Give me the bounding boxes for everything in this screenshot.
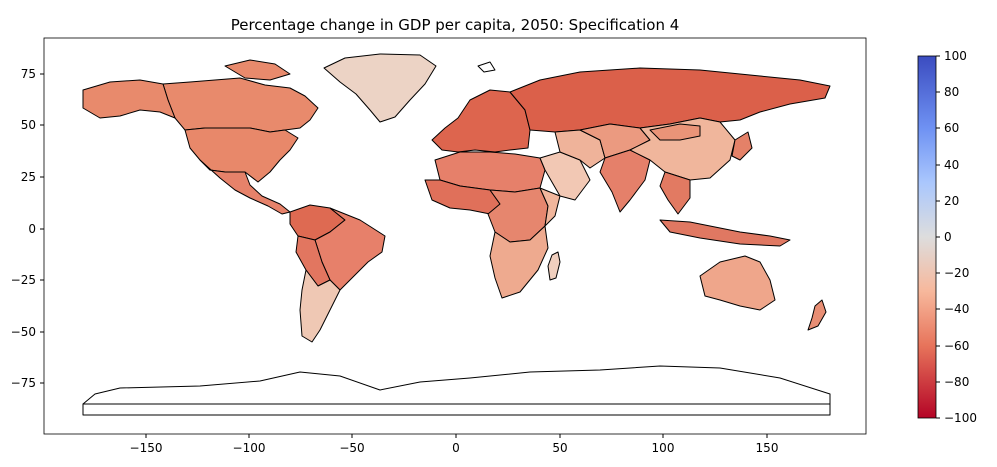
region-japan bbox=[731, 131, 753, 161]
colorbar: 100 80 60 40 20 0 −20 −40 −60 −80 −100 bbox=[917, 49, 977, 425]
x-tick-label: −50 bbox=[339, 441, 364, 455]
region-alaska bbox=[82, 79, 176, 119]
colorbar-tick-label: 100 bbox=[944, 49, 967, 63]
region-antarctica-coast bbox=[82, 365, 831, 405]
y-tick-label: −75 bbox=[11, 376, 36, 390]
x-tick-label: 100 bbox=[652, 441, 675, 455]
colorbar-tick-label: 20 bbox=[944, 194, 959, 208]
colorbar-tick-label: −40 bbox=[944, 302, 969, 316]
x-tick-label: −150 bbox=[130, 441, 163, 455]
y-tick-label: −25 bbox=[11, 273, 36, 287]
y-tick-label: 0 bbox=[28, 222, 36, 236]
map-regions bbox=[82, 53, 831, 416]
region-greenland bbox=[323, 53, 437, 123]
colorbar-tick-label: 40 bbox=[944, 158, 959, 172]
region-mexico-central-america bbox=[199, 159, 291, 215]
region-madagascar bbox=[547, 251, 561, 281]
region-argentina-chile bbox=[299, 269, 341, 343]
colorbar-tick-label: −20 bbox=[944, 266, 969, 280]
colorbar-tick-label: 0 bbox=[944, 230, 952, 244]
colorbar-gradient bbox=[917, 55, 937, 419]
chart-title: Percentage change in GDP per capita, 205… bbox=[231, 16, 680, 34]
region-southeast-asia bbox=[659, 171, 691, 215]
region-svalbard bbox=[477, 61, 496, 73]
colorbar-tick-label: 60 bbox=[944, 121, 959, 135]
region-australia bbox=[699, 255, 776, 311]
region-east-africa bbox=[539, 187, 561, 227]
x-tick-label: 50 bbox=[552, 441, 567, 455]
y-axis: 75 50 25 0 −25 −50 −75 bbox=[11, 67, 44, 390]
colorbar-tick-label: −60 bbox=[944, 339, 969, 353]
colorbar-tick-label: −100 bbox=[944, 411, 977, 425]
y-tick-label: −50 bbox=[11, 325, 36, 339]
x-tick-label: −100 bbox=[233, 441, 266, 455]
y-tick-label: 25 bbox=[21, 170, 36, 184]
x-tick-label: 150 bbox=[756, 441, 779, 455]
region-antarctica bbox=[82, 403, 831, 416]
x-tick-label: 0 bbox=[452, 441, 460, 455]
region-new-zealand bbox=[807, 299, 827, 331]
region-arctic-islands bbox=[224, 59, 291, 81]
region-mongolia bbox=[649, 123, 701, 141]
x-axis: −150 −100 −50 0 50 100 150 bbox=[130, 434, 779, 455]
y-tick-label: 75 bbox=[21, 67, 36, 81]
y-tick-label: 50 bbox=[21, 118, 36, 132]
region-indonesia bbox=[659, 219, 791, 247]
colorbar-tick-label: −80 bbox=[944, 375, 969, 389]
colorbar-tick-label: 80 bbox=[944, 85, 959, 99]
region-southern-africa bbox=[489, 225, 549, 299]
